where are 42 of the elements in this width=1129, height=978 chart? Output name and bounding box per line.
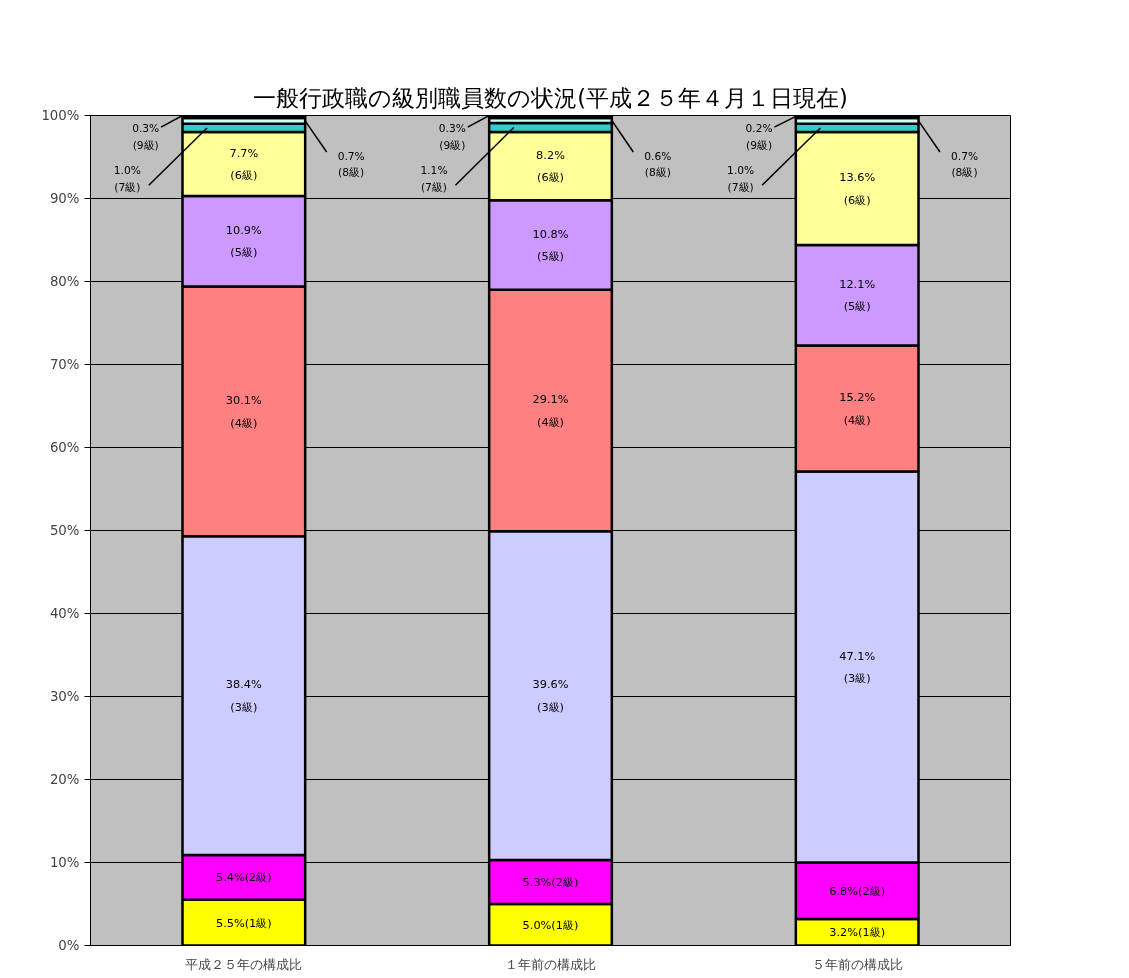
data-label: 7.7% (6級) xyxy=(229,145,259,183)
data-label: 38.4% (3級) xyxy=(225,677,263,714)
data-label: 12.1% (5級) xyxy=(839,276,876,314)
data-label: 5.4%(2級) xyxy=(215,870,272,885)
data-label: 39.6% (3級) xyxy=(532,677,569,714)
data-label: 0.7% (8級) xyxy=(950,149,979,180)
data-label: 5.5%(1級) xyxy=(215,915,272,930)
data-label: 0.6% (8級) xyxy=(644,149,672,180)
y-tick-label: 20% xyxy=(49,772,80,787)
y-tick-label: 90% xyxy=(49,191,80,206)
chart-title: 一般行政職の級別職員数の状況(平成２５年４月１日現在) xyxy=(253,84,848,111)
data-label: 0.7% (8級) xyxy=(337,149,365,180)
y-tick-label: 100% xyxy=(41,108,80,123)
data-label: 13.6% (6級) xyxy=(839,170,876,207)
data-label: 10.9% (5級) xyxy=(225,223,263,260)
data-label: 5.0%(1級) xyxy=(522,917,579,932)
data-label: 3.2%(1級) xyxy=(829,925,886,940)
y-tick-label: 40% xyxy=(49,606,80,621)
y-tick-label: 70% xyxy=(49,357,80,372)
data-label: 0.3% (9級) xyxy=(132,122,160,153)
data-label: 29.1% (4級) xyxy=(532,392,569,429)
x-tick-label: ５年前の構成比 xyxy=(811,956,903,972)
x-tick-label: １年前の構成比 xyxy=(505,956,596,972)
data-label: 8.2% (6級) xyxy=(536,147,566,185)
data-label: 47.1% (3級) xyxy=(839,648,876,686)
data-label: 6.8%(2級) xyxy=(829,883,886,898)
y-tick-label: 50% xyxy=(49,523,80,538)
data-label: 1.0% (7級) xyxy=(113,164,141,195)
data-label: 10.8% (5級) xyxy=(532,226,569,264)
y-tick-label: 80% xyxy=(49,274,80,289)
data-label: 1.1% (7級) xyxy=(420,164,448,195)
data-label: 0.3% (9級) xyxy=(438,122,466,153)
data-label: 15.2% (4級) xyxy=(839,390,876,427)
y-tick-label: 60% xyxy=(49,440,80,455)
data-label: 5.3%(2級) xyxy=(522,875,579,890)
data-label: 30.1% (4級) xyxy=(225,393,263,430)
data-label: 0.2% (9級) xyxy=(745,122,773,153)
y-tick-label: 30% xyxy=(49,689,80,704)
data-label: 1.0% (7級) xyxy=(727,164,755,195)
y-tick-label: 0% xyxy=(58,938,80,953)
x-tick-label: 平成２５年の構成比 xyxy=(185,956,303,972)
y-tick-label: 10% xyxy=(49,855,80,870)
